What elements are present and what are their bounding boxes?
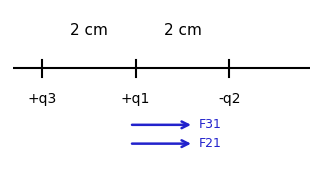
Text: F31: F31 <box>199 118 222 131</box>
Text: F21: F21 <box>199 137 222 150</box>
Text: -q2: -q2 <box>218 92 241 106</box>
Text: 2 cm: 2 cm <box>163 23 202 38</box>
Text: 2 cm: 2 cm <box>70 23 108 38</box>
Text: +q3: +q3 <box>27 92 57 106</box>
Text: +q1: +q1 <box>121 92 150 106</box>
